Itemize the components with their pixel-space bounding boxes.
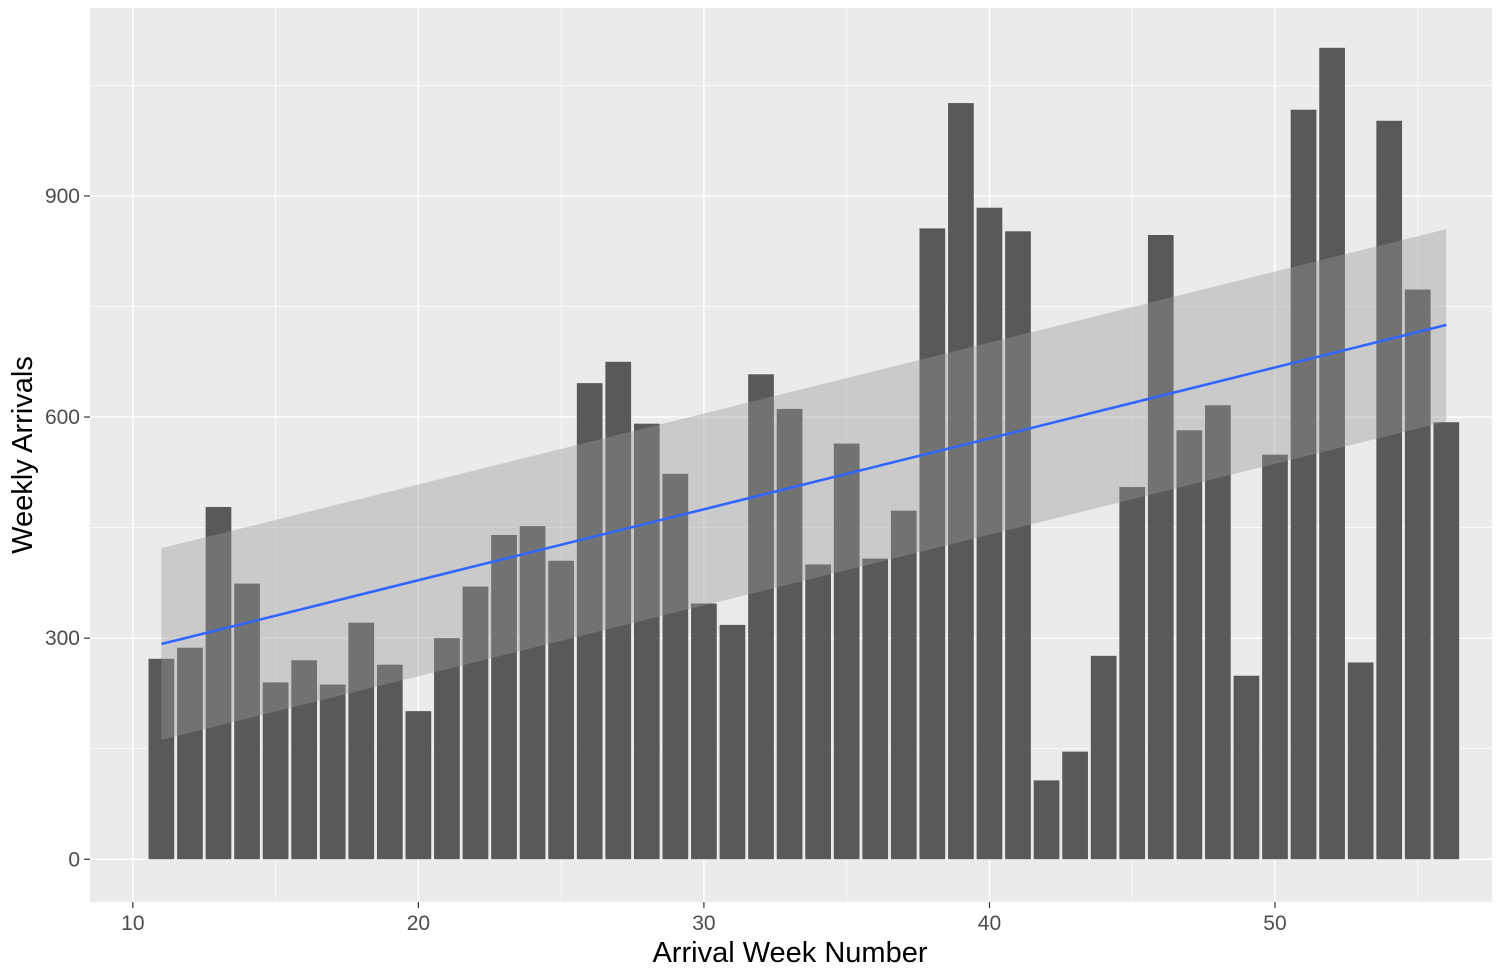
bar: [1005, 231, 1031, 860]
bar: [148, 658, 175, 860]
bar: [805, 564, 831, 860]
bar: [262, 682, 289, 860]
bar: [1290, 109, 1317, 860]
y-axis-title: Weekly Arrivals: [7, 356, 39, 554]
bar: [976, 207, 1003, 860]
bar: [1090, 655, 1117, 860]
bar: [1319, 47, 1345, 860]
bar: [1433, 422, 1460, 860]
bar: [919, 228, 946, 860]
bar: [405, 711, 432, 860]
bar: [548, 560, 574, 860]
x-tick-label: 40: [978, 912, 1001, 935]
bar: [1233, 675, 1260, 860]
x-axis: 10 20 30 40 50: [121, 902, 1287, 935]
bar: [462, 586, 489, 860]
x-tick-label: 30: [692, 912, 715, 935]
bar: [319, 684, 346, 860]
bar: [662, 473, 689, 860]
bar: [1119, 487, 1146, 860]
bar: [605, 361, 632, 860]
bar: [234, 583, 260, 860]
bar: [862, 558, 889, 860]
bar: [1347, 662, 1374, 860]
bar: [1262, 454, 1288, 860]
bar: [519, 526, 546, 860]
bar: [576, 383, 603, 860]
bar: [1176, 430, 1203, 860]
bar: [1147, 235, 1174, 860]
bar: [291, 660, 318, 860]
bar: [1376, 120, 1403, 860]
bar: [376, 664, 403, 860]
bar: [1205, 405, 1231, 860]
bar: [177, 647, 203, 860]
bar: [348, 622, 375, 860]
x-tick-label: 10: [121, 912, 144, 935]
bar: [948, 103, 974, 860]
bar: [491, 534, 517, 860]
bars: [148, 47, 1460, 860]
bar: [719, 624, 746, 860]
y-axis: 0 300 600 900: [45, 185, 90, 871]
y-tick-label: 0: [68, 848, 80, 871]
bar: [691, 603, 717, 860]
x-tick-label: 20: [407, 912, 430, 935]
bar: [1062, 751, 1088, 860]
bar: [1033, 780, 1060, 860]
bar: [205, 506, 232, 860]
y-tick-label: 900: [45, 185, 80, 208]
bar: [833, 443, 860, 860]
bar: [890, 510, 917, 860]
y-tick-label: 600: [45, 406, 80, 429]
bar: [1404, 289, 1431, 860]
x-tick-label: 50: [1263, 912, 1286, 935]
bar: [748, 374, 774, 860]
bar: [434, 638, 460, 860]
bar: [776, 408, 803, 860]
bar: [633, 423, 660, 860]
trend-line: [161, 323, 1447, 646]
y-tick-label: 300: [45, 627, 80, 650]
x-axis-title: Arrival Week Number: [652, 937, 927, 969]
